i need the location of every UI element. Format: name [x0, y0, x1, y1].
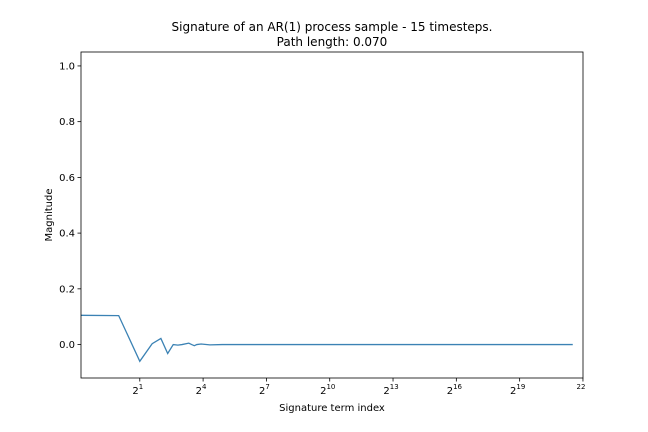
y-tick-label: 0.2 — [59, 284, 75, 295]
x-tick-label: 210 — [320, 383, 335, 397]
y-tick-label: 0.0 — [59, 340, 75, 351]
y-tick-label: 0.6 — [59, 173, 75, 184]
x-tick-label: 22 — [576, 383, 585, 391]
plot-frame — [80, 51, 584, 379]
y-axis-ticks: 0.0 0.2 0.4 0.6 0.8 1.0 — [59, 61, 81, 351]
series-line-0 — [80, 314, 573, 363]
y-tick-label: 0.4 — [59, 229, 75, 240]
y-tick-label: 0.8 — [59, 117, 75, 128]
x-axis-ticks: 21 24 27 210 213 216 219 22 — [132, 378, 585, 397]
x-axis-label: Signature term index — [279, 403, 385, 414]
y-tick-label: 1.0 — [59, 61, 75, 72]
x-tick-label: 216 — [447, 383, 463, 397]
chart-title-line2: Path length: 0.070 — [277, 35, 388, 49]
x-tick-label: 21 — [132, 383, 143, 397]
x-tick-label: 219 — [510, 383, 525, 397]
series-line-group — [80, 314, 573, 363]
x-tick-label: 213 — [383, 383, 398, 397]
x-tick-label: 24 — [196, 383, 207, 397]
y-axis-label: Magnitude — [44, 189, 55, 242]
chart-title-line1: Signature of an AR(1) process sample - 1… — [172, 20, 493, 34]
x-tick-label: 27 — [259, 383, 270, 397]
